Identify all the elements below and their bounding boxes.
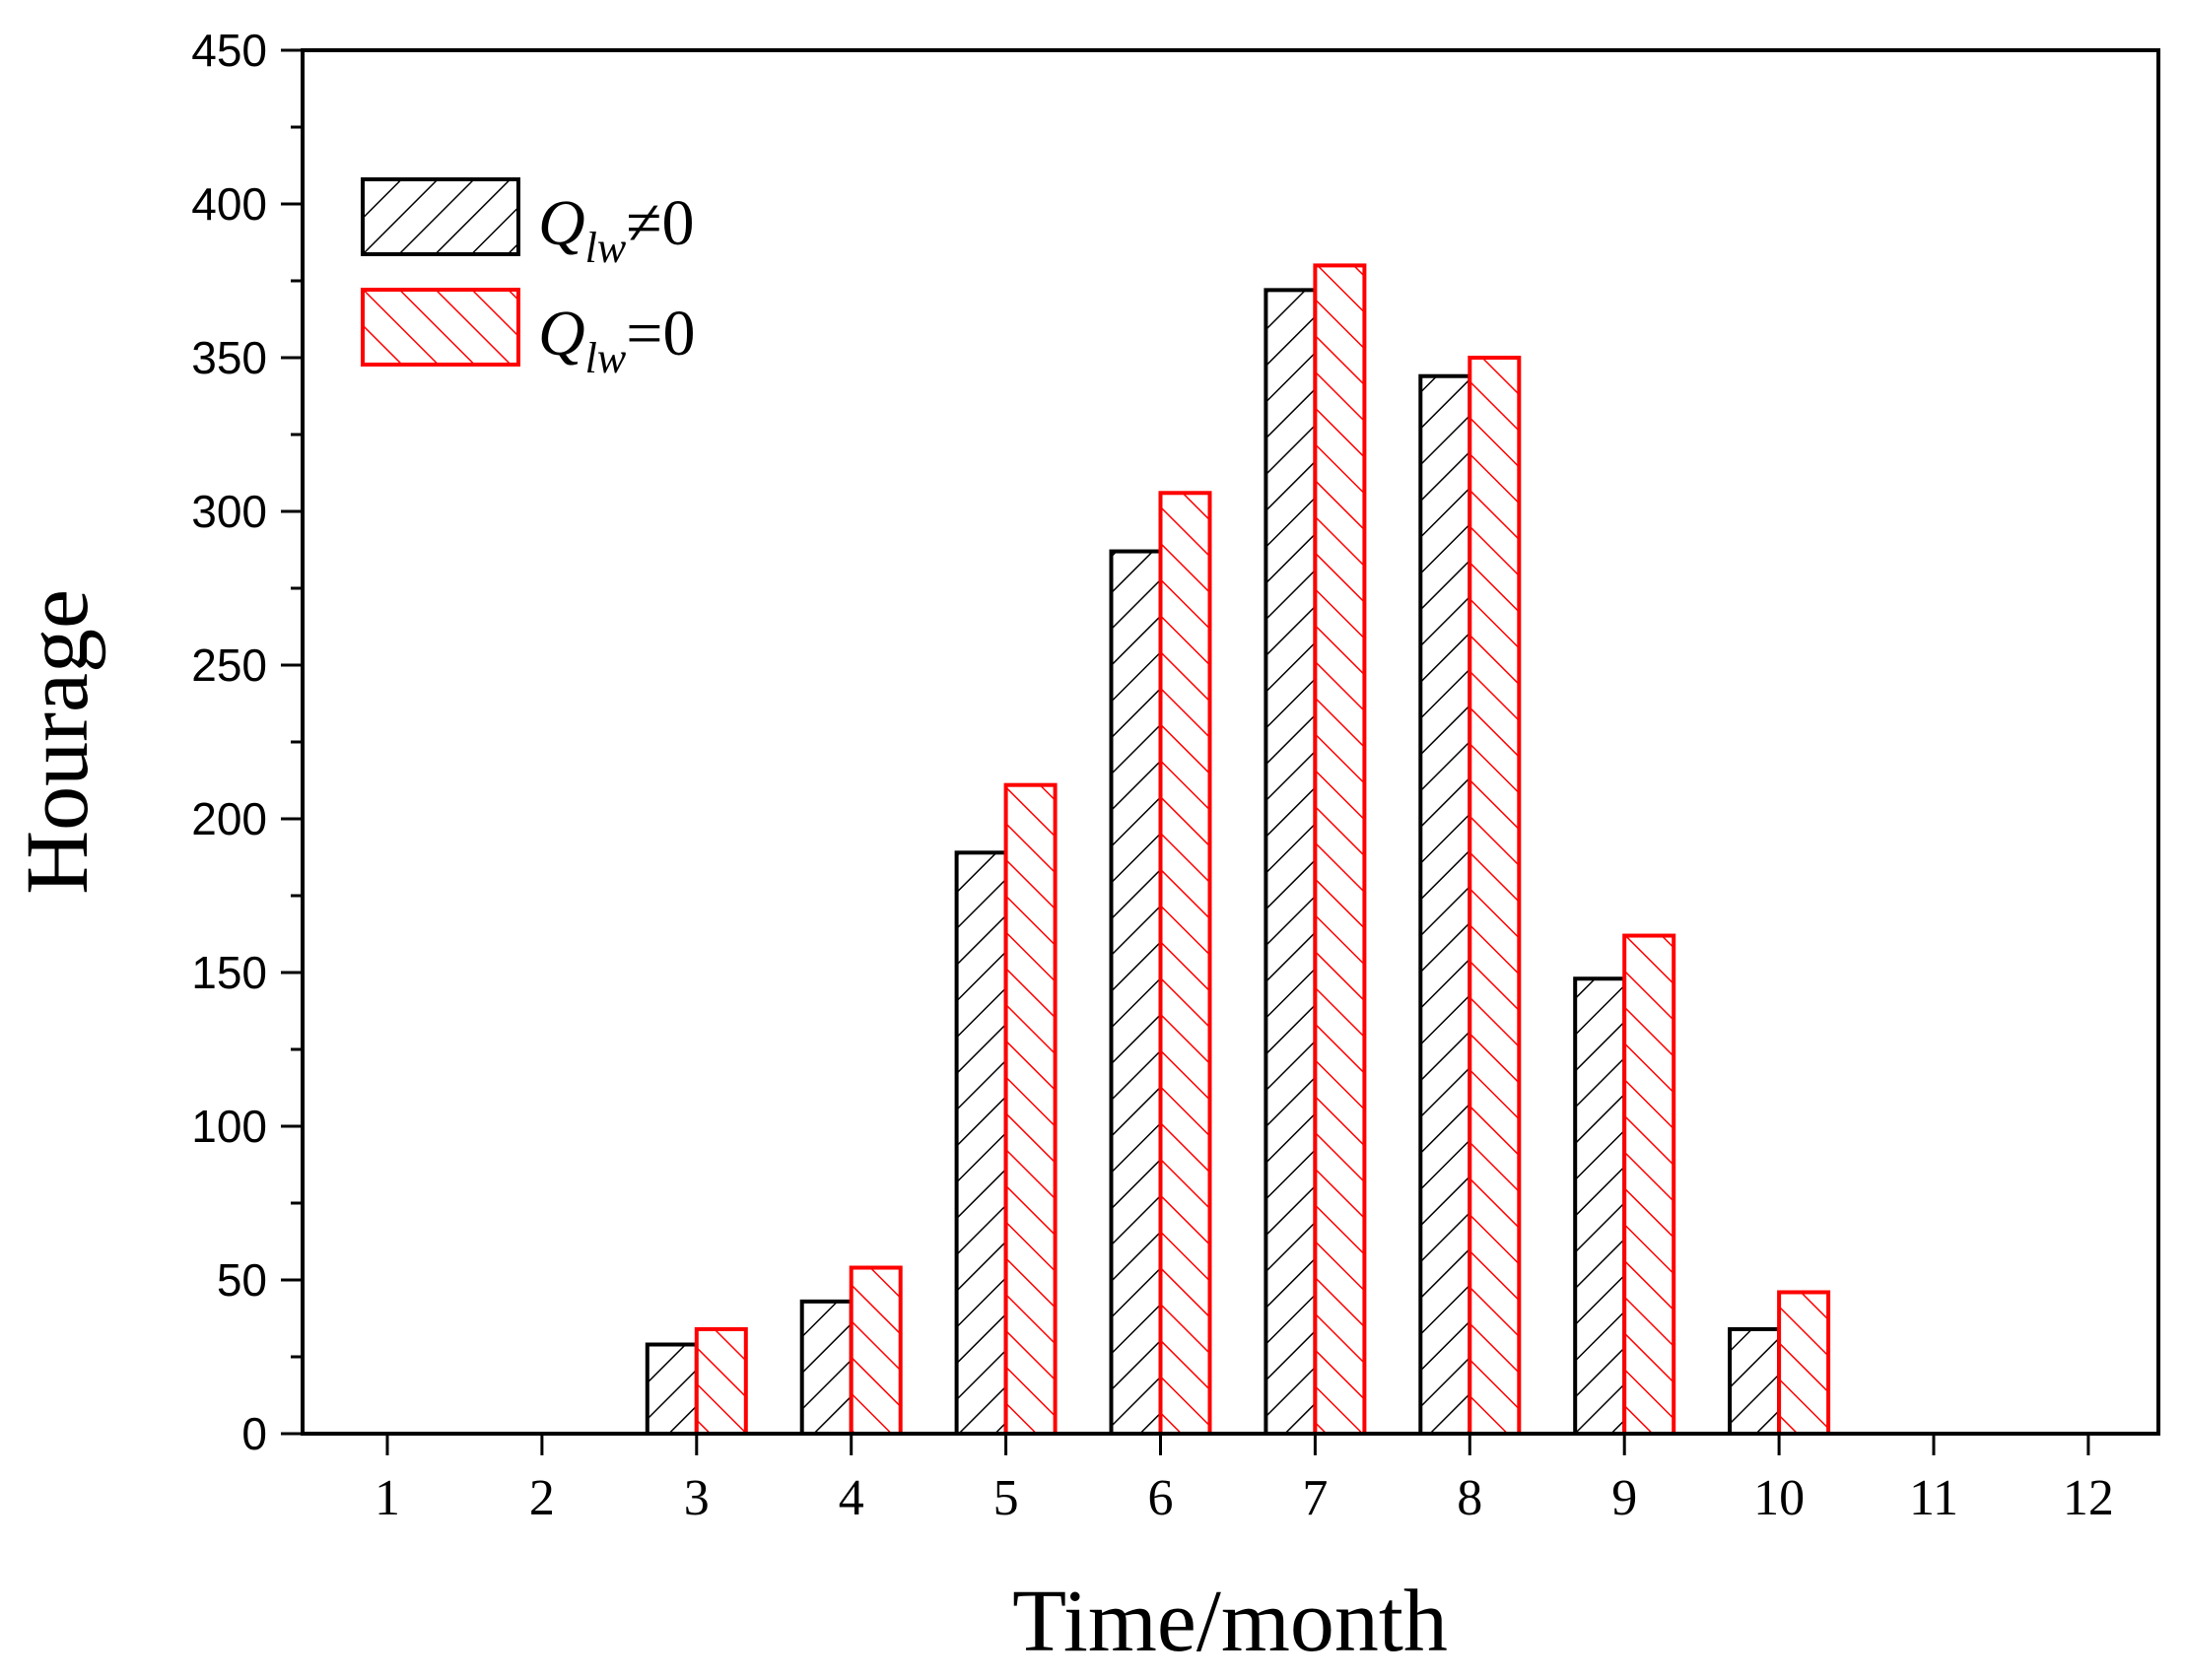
x-tick-label: 1 xyxy=(375,1470,400,1526)
bar-series-2-3 xyxy=(694,1326,748,1437)
bar-series-1-4 xyxy=(799,1299,854,1436)
y-tick-label: 50 xyxy=(217,1254,267,1306)
bar-series-2-10 xyxy=(1777,1290,1831,1436)
y-tick-label: 200 xyxy=(191,793,267,844)
bars-layer xyxy=(645,263,1831,1437)
x-axis: 1 2 3 4 5 6 7 8 9 10 11 12 xyxy=(375,1434,2114,1526)
x-tick-label: 3 xyxy=(684,1470,710,1526)
bar-series-1-10 xyxy=(1728,1326,1782,1437)
x-axis-title: Time/month xyxy=(1012,1573,1448,1670)
bar-series-1-7 xyxy=(1264,288,1318,1436)
legend-item-series-2: Qlw=0 xyxy=(361,288,695,382)
y-tick-label: 300 xyxy=(191,486,267,537)
legend: Qlw≠0 Qlw=0 xyxy=(361,177,695,382)
bar-series-1-5 xyxy=(954,850,1008,1436)
bar-series-2-5 xyxy=(1003,782,1058,1436)
bar-series-2-9 xyxy=(1622,933,1676,1436)
x-tick-label: 8 xyxy=(1457,1470,1482,1526)
bar-series-2-8 xyxy=(1468,356,1522,1436)
bar-series-2-6 xyxy=(1158,491,1212,1436)
bar-series-2-7 xyxy=(1313,263,1367,1436)
legend-swatch-series-1 xyxy=(361,177,520,256)
x-tick-label: 10 xyxy=(1753,1470,1805,1526)
legend-label-series-1: Qlw≠0 xyxy=(538,187,694,272)
y-axis: 0 50 100 150 200 250 300 350 400 450 xyxy=(191,25,303,1459)
legend-swatch-series-2 xyxy=(361,288,520,367)
y-tick-label: 450 xyxy=(191,25,267,76)
x-tick-label: 2 xyxy=(529,1470,555,1526)
bar-series-1-9 xyxy=(1573,976,1627,1436)
x-tick-label: 7 xyxy=(1302,1470,1328,1526)
y-tick-label: 350 xyxy=(191,332,267,383)
y-tick-label: 0 xyxy=(241,1408,267,1459)
bar-series-1-6 xyxy=(1109,549,1163,1436)
legend-item-series-1: Qlw≠0 xyxy=(361,177,694,272)
y-tick-label: 400 xyxy=(191,178,267,230)
x-tick-label: 9 xyxy=(1611,1470,1637,1526)
y-tick-label: 100 xyxy=(191,1101,267,1152)
y-axis-title: Hourage xyxy=(9,589,106,895)
x-tick-label: 11 xyxy=(1909,1470,1958,1526)
bar-series-1-3 xyxy=(645,1342,699,1437)
bar-series-1-8 xyxy=(1418,373,1472,1437)
legend-label-series-2: Qlw=0 xyxy=(538,298,695,382)
x-tick-label: 4 xyxy=(839,1470,864,1526)
x-tick-label: 6 xyxy=(1148,1470,1174,1526)
x-tick-label: 12 xyxy=(2063,1470,2114,1526)
y-tick-label: 150 xyxy=(191,947,267,998)
y-tick-label: 250 xyxy=(191,639,267,691)
bar-series-2-4 xyxy=(849,1265,903,1437)
x-tick-label: 5 xyxy=(993,1470,1019,1526)
